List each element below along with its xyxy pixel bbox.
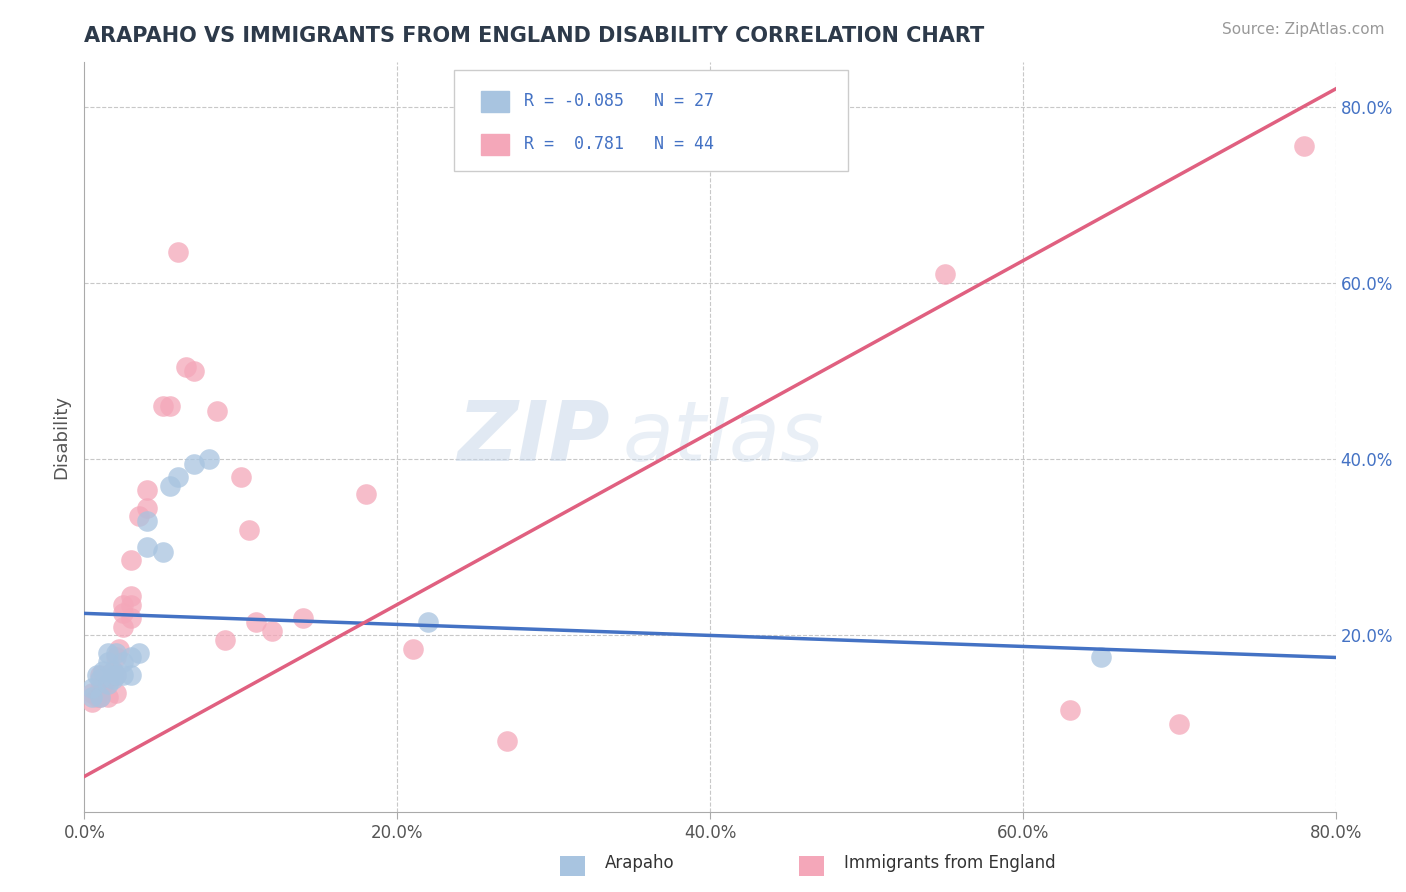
Point [82,681,104,696]
Point [418,615,440,630]
Point [89,673,111,687]
Point [136,500,159,515]
Point [104,668,127,682]
Point [101,664,124,678]
Point [89,690,111,705]
Text: atlas: atlas [623,397,824,477]
Point [82,686,104,700]
Text: Arapaho: Arapaho [605,855,675,872]
Point [136,514,159,528]
Y-axis label: Disability: Disability [52,395,70,479]
Point [159,399,181,413]
Bar [481,134,509,154]
Text: R = -0.085   N = 27: R = -0.085 N = 27 [523,93,714,111]
Point [128,509,150,524]
Point [101,673,124,687]
Point [1090,650,1112,665]
Point [152,544,174,558]
Point [159,478,181,492]
Point [183,364,205,378]
Point [112,607,135,621]
Point [112,668,135,682]
Point [97,668,120,682]
Point [82,690,104,705]
FancyBboxPatch shape [454,70,848,171]
Point [1168,716,1191,731]
Text: ARAPAHO VS IMMIGRANTS FROM ENGLAND DISABILITY CORRELATION CHART: ARAPAHO VS IMMIGRANTS FROM ENGLAND DISAB… [84,26,984,45]
Point [97,677,120,691]
Point [104,686,127,700]
Point [97,655,120,669]
Point [120,553,142,567]
Text: ZIP: ZIP [457,397,610,477]
Point [402,641,425,656]
Point [97,673,120,687]
Point [86,690,108,705]
Point [229,469,252,483]
Point [107,641,129,656]
Point [89,681,111,696]
Point [120,650,142,665]
Point [354,487,377,501]
Point [495,734,517,748]
Point [86,668,108,682]
Point [112,619,135,633]
Point [262,624,284,638]
Point [207,403,229,417]
Text: Source: ZipAtlas.com: Source: ZipAtlas.com [1222,22,1385,37]
Text: Immigrants from England: Immigrants from England [844,855,1056,872]
Point [120,611,142,625]
Point [101,664,124,678]
Point [245,615,267,630]
Point [934,267,956,281]
Point [97,646,120,660]
Point [120,589,142,603]
Point [112,598,135,612]
Point [183,457,205,471]
Point [104,668,127,682]
Point [128,646,150,660]
Point [167,244,190,259]
Point [89,668,111,682]
Point [1059,703,1081,717]
Point [238,523,260,537]
Point [112,655,135,669]
Point [198,452,221,467]
Point [120,668,142,682]
Point [214,632,236,647]
Bar [481,91,509,112]
Point [136,541,159,555]
Point [292,611,315,625]
Point [1294,139,1316,153]
Point [152,399,174,413]
Point [91,677,114,691]
Point [104,650,127,665]
Point [174,359,197,374]
Point [97,690,120,705]
Text: R =  0.781   N = 44: R = 0.781 N = 44 [523,135,714,153]
Point [167,469,190,483]
Point [91,664,114,678]
Point [136,483,159,497]
Point [104,646,127,660]
Point [120,598,142,612]
Point [89,690,111,705]
Point [82,694,104,708]
